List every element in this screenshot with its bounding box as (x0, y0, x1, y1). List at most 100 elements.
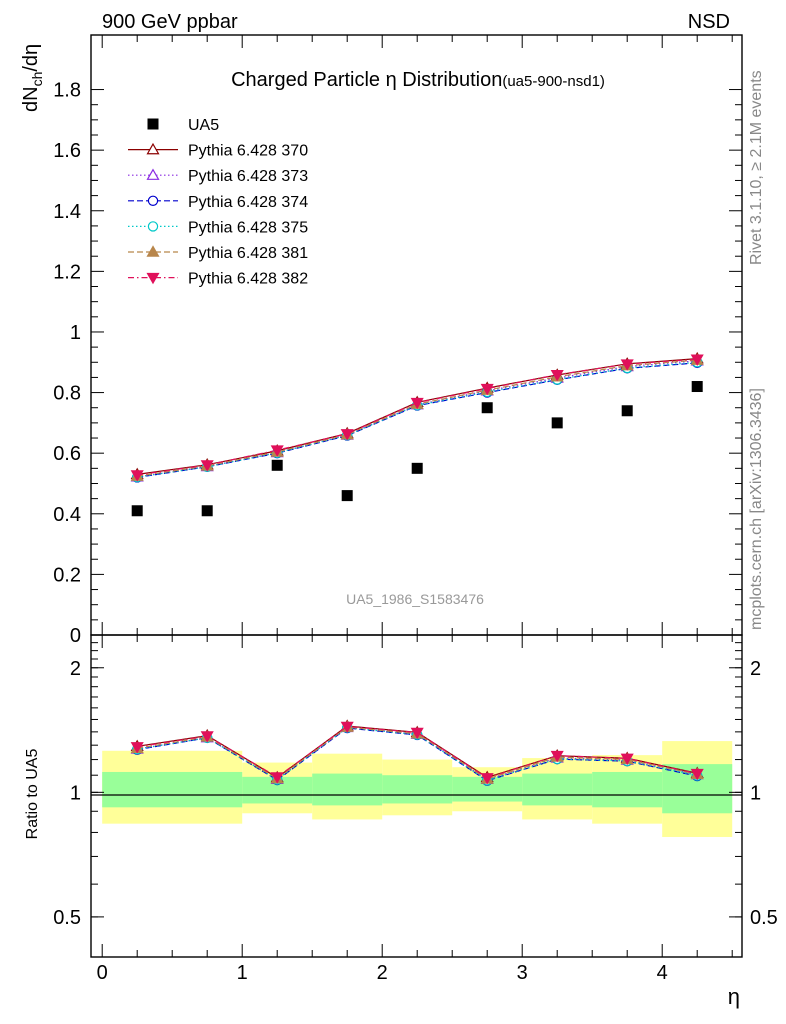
ratio-y-tick-label-right: 2 (750, 658, 761, 680)
y-tick-label: 1.2 (53, 261, 81, 283)
main-panel: 0 0.2 0.4 0.6 0.8 1 1.2 1.4 1.6 1.8 Charged Parti… (20, 34, 743, 647)
x-tick-label: 4 (657, 962, 668, 984)
series-line (137, 358, 698, 475)
x-axis-label: η (728, 984, 740, 1009)
ratio-point (550, 750, 564, 763)
y-tick-label: 0.4 (53, 504, 81, 526)
main-data-layer (130, 351, 704, 517)
legend-marker (146, 142, 160, 155)
ratio-x-ticks: 0 1 2 3 4 (97, 635, 733, 984)
legend-marker (146, 245, 160, 257)
series-0 (131, 381, 703, 517)
main-ylabel: dNch/dη (20, 44, 45, 112)
ratio-point (480, 773, 494, 785)
ratio-point (200, 731, 214, 743)
x-tick-label: 2 (377, 962, 388, 984)
x-tick-label: 0 (97, 962, 108, 984)
legend-marker (146, 272, 160, 285)
y-tick-label: 0.8 (53, 383, 81, 405)
ratio-ylabel: Ratio to UA5 (24, 749, 41, 840)
legend-label: Pythia 6.428 375 (188, 219, 308, 236)
data-point (201, 505, 213, 517)
data-point (690, 354, 704, 366)
data-point (551, 417, 563, 429)
legend-marker (147, 118, 159, 130)
legend-label: UA5 (188, 117, 219, 134)
ratio-panel: 0.5 0.5 1 1 2 2 0 1 2 3 4 Ratio to UA5 η (24, 634, 778, 1009)
stat-band (592, 771, 663, 808)
main-y-ticks: 0 0.2 0.4 0.6 0.8 1 1.2 1.4 1.6 1.8 (53, 80, 742, 647)
y-tick-label: 0.2 (53, 564, 81, 586)
ratio-line (137, 726, 698, 781)
y-tick-label: 1.4 (53, 201, 81, 223)
ratio-point (410, 727, 424, 740)
legend-item: Pythia 6.428 375 (128, 219, 308, 236)
stat-band (522, 773, 593, 806)
series-5 (130, 353, 704, 481)
data-point (200, 460, 214, 472)
data-point (691, 381, 703, 393)
legend-item: Pythia 6.428 381 (128, 245, 308, 262)
series-6 (130, 354, 704, 482)
data-point (271, 459, 283, 471)
y-tick-label: 0 (70, 625, 81, 647)
legend-label: Pythia 6.428 373 (188, 168, 308, 185)
legend-item: Pythia 6.428 374 (128, 194, 308, 211)
data-point (620, 359, 634, 371)
series-line (137, 362, 698, 479)
data-point (411, 462, 423, 474)
y-tick-label: 1 (70, 322, 81, 344)
rivet-label: Rivet 3.1.10, ≥ 2.1M events (748, 70, 765, 265)
legend-label: Pythia 6.428 381 (188, 245, 308, 262)
ratio-y-tick-label-right: 0.5 (750, 907, 778, 929)
x-tick-label: 1 (237, 962, 248, 984)
ratio-bands (102, 741, 733, 837)
main-title: Charged Particle η Distribution(ua5-900-… (231, 69, 605, 91)
mcplots-label: mcplots.cern.ch [arXiv:1306.3436] (748, 388, 765, 630)
legend-marker (146, 168, 160, 180)
series-line (137, 361, 698, 478)
header-right: NSD (688, 11, 730, 33)
side-labels: Rivet 3.1.10, ≥ 2.1M events mcplots.cern… (748, 70, 765, 630)
main-title-suffix: (ua5-900-nsd1) (502, 73, 605, 90)
data-point (621, 405, 633, 417)
y-tick-label: 1.6 (53, 140, 81, 162)
legend-label: Pythia 6.428 374 (188, 194, 308, 211)
data-point (481, 402, 493, 414)
ratio-point (270, 772, 284, 784)
data-point (550, 369, 564, 382)
data-point (341, 490, 353, 502)
series-line (137, 358, 698, 476)
ratio-y-tick-label: 1 (70, 782, 81, 804)
ratio-line (137, 727, 698, 781)
ratio-data-layer (130, 719, 704, 786)
series-1 (130, 351, 704, 480)
ratio-point (130, 742, 144, 754)
legend-item: Pythia 6.428 370 (128, 143, 308, 160)
ratio-point (620, 753, 634, 766)
legend-item: Pythia 6.428 373 (128, 168, 308, 185)
ratio-point (690, 768, 704, 781)
y-tick-label: 1.8 (53, 80, 81, 102)
legend-marker (147, 195, 159, 206)
ratio-y-ticks: 0.5 0.5 1 1 2 2 (53, 642, 778, 929)
ratio-y-tick-label: 0.5 (53, 907, 81, 929)
watermark-label: UA5_1986_S1583476 (346, 591, 484, 607)
ratio-series-5 (130, 721, 704, 785)
series-line (137, 360, 698, 478)
data-point (131, 505, 143, 517)
data-point (130, 470, 144, 482)
legend-label: Pythia 6.428 370 (188, 143, 308, 160)
x-tick-label: 3 (517, 962, 528, 984)
stat-band (102, 771, 243, 808)
main-title-text: Charged Particle η Distribution (231, 69, 502, 91)
data-point (340, 429, 354, 441)
ratio-point (340, 721, 354, 734)
legend-item: Pythia 6.428 382 (128, 271, 308, 288)
legend-label: Pythia 6.428 382 (188, 271, 308, 288)
legend-item: UA5 (147, 117, 219, 134)
main-x-ticks (101, 35, 733, 635)
header-left: 900 GeV ppbar (102, 11, 238, 33)
stat-band (312, 773, 383, 806)
